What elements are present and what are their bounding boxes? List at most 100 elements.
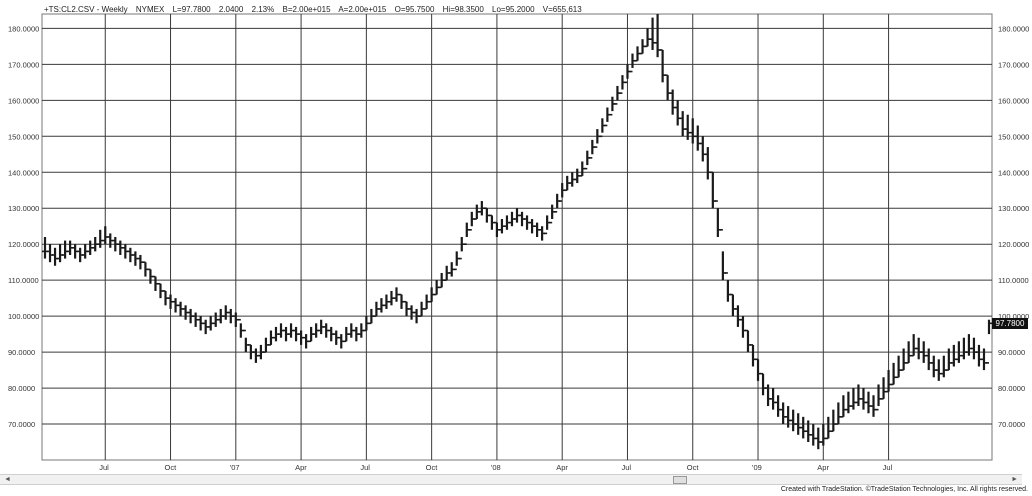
high-label: Hi=98.3500 <box>442 5 484 14</box>
x-tick-label: Jul <box>621 463 631 472</box>
ohlc-bar <box>102 226 109 245</box>
y-tick-label-left: 150.0000 <box>8 132 39 141</box>
ohlc-bar <box>237 318 244 338</box>
ohlc-bar <box>52 247 59 266</box>
y-tick-label-left: 100.0000 <box>8 312 39 321</box>
volume-label: V=655,613 <box>542 5 582 14</box>
ohlc-bar <box>549 204 556 224</box>
symbol-label: +TS:CL2.CSV - Weekly <box>44 5 128 14</box>
change-label: 2.0400 <box>218 5 244 14</box>
ohlc-bar <box>659 49 666 83</box>
ohlc-bar <box>468 211 475 231</box>
y-tick-label-left: 120.0000 <box>8 240 39 249</box>
y-tick-label-left: 170.0000 <box>8 60 39 69</box>
ohlc-bar <box>609 96 616 116</box>
ohlc-bar <box>739 316 746 338</box>
ohlc-bar <box>744 329 751 353</box>
x-tick-label: '07 <box>230 463 240 472</box>
ohlc-bar <box>770 388 777 410</box>
ohlc-bar <box>614 85 621 105</box>
ohlc-bar <box>584 150 591 170</box>
ohlc-bar <box>986 319 992 364</box>
ohlc-bar <box>800 416 807 439</box>
change-pct-label: 2.13% <box>251 5 275 14</box>
x-tick-label: Jul <box>99 463 109 472</box>
ohlc-bar <box>860 388 867 410</box>
ohlc-bar <box>940 355 947 378</box>
y-tick-label-right: 140.0000 <box>998 168 1029 177</box>
ohlc-bar <box>47 244 54 263</box>
ohlc-bar <box>835 402 842 425</box>
horizontal-scrollbar[interactable]: ◄ ► <box>0 474 1022 485</box>
ohlc-bar <box>915 337 922 360</box>
ohlc-bar <box>970 337 977 360</box>
ohlc-bar <box>629 53 636 73</box>
ohlc-bar <box>890 362 897 386</box>
scroll-right-arrow-icon[interactable]: ► <box>1011 476 1018 483</box>
ohlc-bar <box>554 193 561 213</box>
y-tick-label-right: 160.0000 <box>998 96 1029 105</box>
x-tick-label: '08 <box>491 463 501 472</box>
ohlc-bar <box>930 355 937 378</box>
y-tick-label-left: 180.0000 <box>8 24 39 33</box>
ohlc-bar <box>594 129 601 148</box>
ohlc-bar <box>714 200 721 237</box>
scroll-thumb[interactable] <box>673 476 687 484</box>
y-tick-label-left: 110.0000 <box>8 276 39 285</box>
low-label: Lo=95.2000 <box>492 5 535 14</box>
y-tick-label-left: 160.0000 <box>8 96 39 105</box>
ohlc-bar <box>599 118 606 138</box>
ohlc-bar <box>699 136 706 162</box>
ohlc-bar <box>755 358 762 381</box>
y-tick-label-right: 110.0000 <box>998 276 1029 285</box>
exchange-label: NYMEX <box>135 5 165 14</box>
ohlc-bar <box>589 139 596 159</box>
y-tick-label-right: 80.0000 <box>998 384 1025 393</box>
y-tick-label-left: 70.0000 <box>8 420 35 429</box>
x-tick-label: Oct <box>426 463 439 472</box>
ohlc-bar <box>57 244 64 263</box>
price-chart[interactable]: 180.0000 180.0000 170.0000 170.0000 160.0000… <box>0 0 1032 472</box>
copyright-credit: Created with TradeStation. ©TradeStation… <box>780 486 1028 493</box>
ohlc-bar <box>790 409 797 432</box>
y-tick-label-right: 70.0000 <box>998 420 1025 429</box>
ohlc-bar <box>760 372 767 396</box>
ohlc-bar <box>775 395 782 417</box>
ohlc-bar <box>865 391 872 414</box>
y-tick-label-left: 90.0000 <box>8 348 35 357</box>
x-tick-label: Oct <box>165 463 178 472</box>
x-axis-labels: Jul Oct '07 Apr Jul Oct '08 Apr Jul Oct '09 Apr Jul <box>99 463 892 472</box>
y-tick-label-left: 80.0000 <box>8 384 35 393</box>
ohlc-bar <box>458 237 465 260</box>
y-tick-label-right: 130.0000 <box>998 204 1029 213</box>
ohlc-bar <box>62 240 69 259</box>
ohlc-bar <box>950 344 957 367</box>
ohlc-bar <box>750 344 756 367</box>
ohlc-bar <box>830 409 837 433</box>
x-tick-label: Apr <box>817 463 829 472</box>
ohlc-bar <box>689 118 696 144</box>
ohlc-bar <box>840 395 847 418</box>
x-tick-label: '09 <box>752 463 762 472</box>
y-tick-label-right: 100.0000 <box>998 312 1029 321</box>
ohlc-bar <box>960 337 967 360</box>
ohlc-bar <box>644 28 651 48</box>
ohlc-bar <box>780 402 787 425</box>
ohlc-bar <box>975 344 982 367</box>
ohlc-bar <box>815 427 822 450</box>
ohlc-bar <box>619 75 626 94</box>
symbol-header: +TS:CL2.CSV - Weekly NYMEX L=97.7800 2.0… <box>44 5 588 14</box>
x-tick-label: Apr <box>295 463 307 472</box>
ohlc-bar <box>463 222 470 245</box>
y-tick-label-right: 150.0000 <box>998 132 1029 141</box>
scroll-left-arrow-icon[interactable]: ◄ <box>4 476 11 483</box>
y-tick-label-right: 120.0000 <box>998 240 1029 249</box>
ohlc-bar <box>649 17 656 50</box>
ohlc-bar <box>694 125 701 151</box>
last-price-badge: 97.7800 <box>992 318 1028 329</box>
y-tick-label-right: 180.0000 <box>998 24 1029 33</box>
ohlc-bar <box>810 424 817 446</box>
ohlc-bar <box>674 100 681 126</box>
ohlc-bar <box>870 395 877 417</box>
